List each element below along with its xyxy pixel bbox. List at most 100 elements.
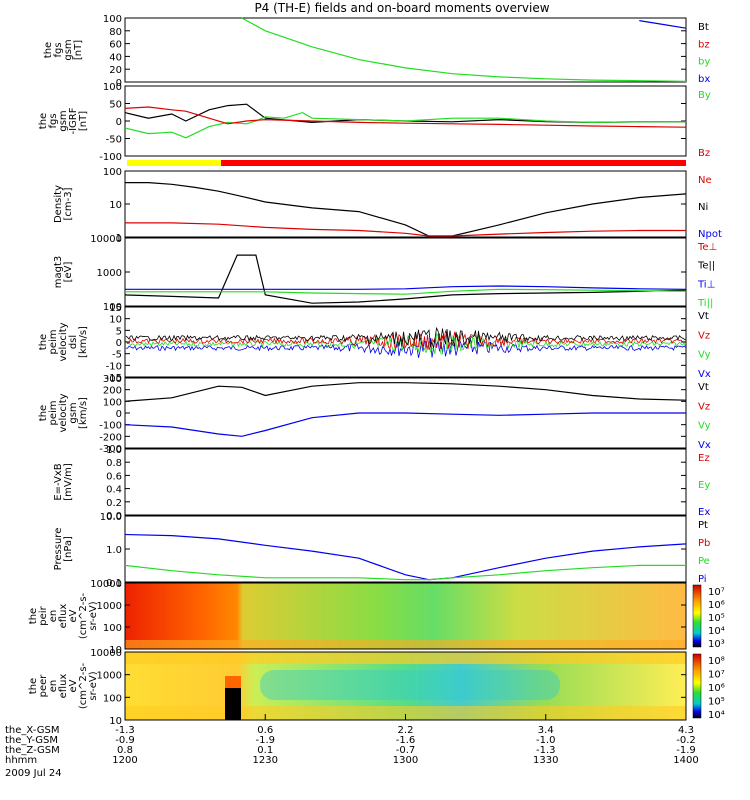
y-axis-label: [km/s] <box>78 397 89 429</box>
y-axis-label: gsm <box>63 39 74 60</box>
colorbar-label: 10⁵ <box>708 697 725 708</box>
y-axis-label: the <box>38 113 49 129</box>
panel-ion-spectrogram <box>124 582 702 650</box>
x-row-value: 0.1 <box>257 745 273 756</box>
panel-frame <box>124 17 687 83</box>
y-tick-label: -5 <box>112 350 122 361</box>
y-tick-label: 0.6 <box>106 471 122 482</box>
y-axis-label: dsl <box>68 335 79 349</box>
x-row-value: 0.6 <box>257 725 273 736</box>
legend-entry: Ey <box>698 480 710 491</box>
y-tick-label: 10 <box>109 315 122 326</box>
y-tick-label: 0 <box>116 78 122 89</box>
panel-frame <box>124 237 687 307</box>
y-tick-label: 15 <box>109 303 122 314</box>
y-tick-label: 300 <box>103 374 122 385</box>
y-axis-label: eV <box>68 609 79 622</box>
series-line-fgs2 <box>124 111 686 139</box>
series-line-fgs <box>639 20 687 29</box>
y-tick-label: 0 <box>116 338 122 349</box>
y-axis-label: en <box>48 610 59 623</box>
x-row-value: -1.6 <box>396 735 416 746</box>
y-tick-label: 20 <box>109 65 122 76</box>
colorbar-label: 10⁶ <box>708 683 725 694</box>
y-axis-label: sr-eV) <box>88 601 99 630</box>
panel-frame <box>124 582 687 650</box>
y-tick-label: 0 <box>116 117 122 128</box>
x-row-value: 1330 <box>533 755 558 766</box>
y-axis-label: [eV] <box>63 262 74 283</box>
y-axis-label: velocity <box>58 322 69 361</box>
y-tick-label: 100 <box>103 397 122 408</box>
x-row-value: 0.8 <box>117 745 133 756</box>
x-row-value: -1.0 <box>536 735 556 746</box>
legend-entry: Vy <box>698 421 711 432</box>
y-axis-label: [km/s] <box>78 326 89 358</box>
y-axis-label: [mV/m] <box>63 463 74 501</box>
y-tick-label: -100 <box>99 152 122 163</box>
y-tick-label: 10 <box>109 645 122 656</box>
y-tick-label: 1.0 <box>106 545 122 556</box>
x-row-value: 1400 <box>673 755 698 766</box>
y-tick-label: 0.8 <box>106 458 122 469</box>
colorbar-label: 10⁶ <box>708 600 725 611</box>
x-row-value: 2.2 <box>398 725 414 736</box>
y-tick-label: 200 <box>103 386 122 397</box>
plot-title: P4 (TH-E) fields and on-board moments ov… <box>254 1 549 15</box>
y-tick-label: 1 <box>116 233 122 244</box>
legend-entry: Ni <box>698 202 708 213</box>
y-tick-label: 1.0 <box>106 445 122 456</box>
legend-entry: Vz <box>698 330 710 341</box>
x-row-value: -0.7 <box>396 745 416 756</box>
y-tick-label: 0.4 <box>106 485 122 496</box>
spectrogram-gap <box>225 688 241 720</box>
velocity-dsl-trace <box>125 332 686 355</box>
colorbar-label: 10⁷ <box>708 587 725 598</box>
legend-entry: bz <box>698 39 710 50</box>
y-axis-label: Density <box>53 185 64 223</box>
y-axis-label: gsm <box>58 110 69 131</box>
legend-entry: Ti⊥ <box>697 279 715 290</box>
y-tick-label: 10 <box>109 716 122 727</box>
x-row-value: 1200 <box>112 755 137 766</box>
x-row-label: the_Y-GSM <box>5 735 58 746</box>
series-line-dens <box>125 182 687 237</box>
y-tick-label: 1000 <box>97 671 122 682</box>
y-tick-label: 100 <box>103 623 122 634</box>
y-axis-label: peim <box>48 329 59 354</box>
y-axis-label: [cm-3] <box>63 187 74 220</box>
colorbar <box>692 584 702 648</box>
x-row-value: 1230 <box>253 755 278 766</box>
y-tick-label: 1000 <box>97 268 122 279</box>
series-line-temp <box>125 285 687 290</box>
series-line-press <box>124 533 687 581</box>
legend-entry: Te|| <box>697 261 715 272</box>
spectrogram-gap-orange <box>225 676 241 688</box>
y-axis-label: magt3 <box>53 256 64 289</box>
panel-fgs <box>124 17 687 83</box>
legend-entry: Pb <box>698 538 710 549</box>
y-tick-label: -50 <box>106 135 122 146</box>
colorbar-label: 10³ <box>708 639 725 650</box>
y-tick-label: -100 <box>99 421 122 432</box>
panel-electron-spectrogram <box>124 651 702 721</box>
y-axis-label: [nPa] <box>63 536 74 562</box>
legend-entry: Bz <box>698 148 710 159</box>
mode-bar-yellow <box>127 160 221 166</box>
y-tick-label: 10.0 <box>100 512 122 523</box>
y-axis-label: the <box>38 405 49 421</box>
y-axis-label: en <box>48 680 59 693</box>
series-line-fgs2 <box>124 103 686 124</box>
legend-entry: Pe <box>698 556 710 567</box>
x-row-label: the_Z-GSM <box>5 745 60 756</box>
y-axis-label: peim <box>48 400 59 425</box>
y-tick-label: 10000 <box>90 579 122 590</box>
legend-entry: bx <box>698 74 710 85</box>
x-row-value: 1300 <box>393 755 418 766</box>
legend-entry: Pi <box>698 574 707 585</box>
legend-entry: Ex <box>698 507 710 518</box>
y-axis-label: peir <box>38 605 49 625</box>
series-line-fgs2 <box>124 106 687 128</box>
